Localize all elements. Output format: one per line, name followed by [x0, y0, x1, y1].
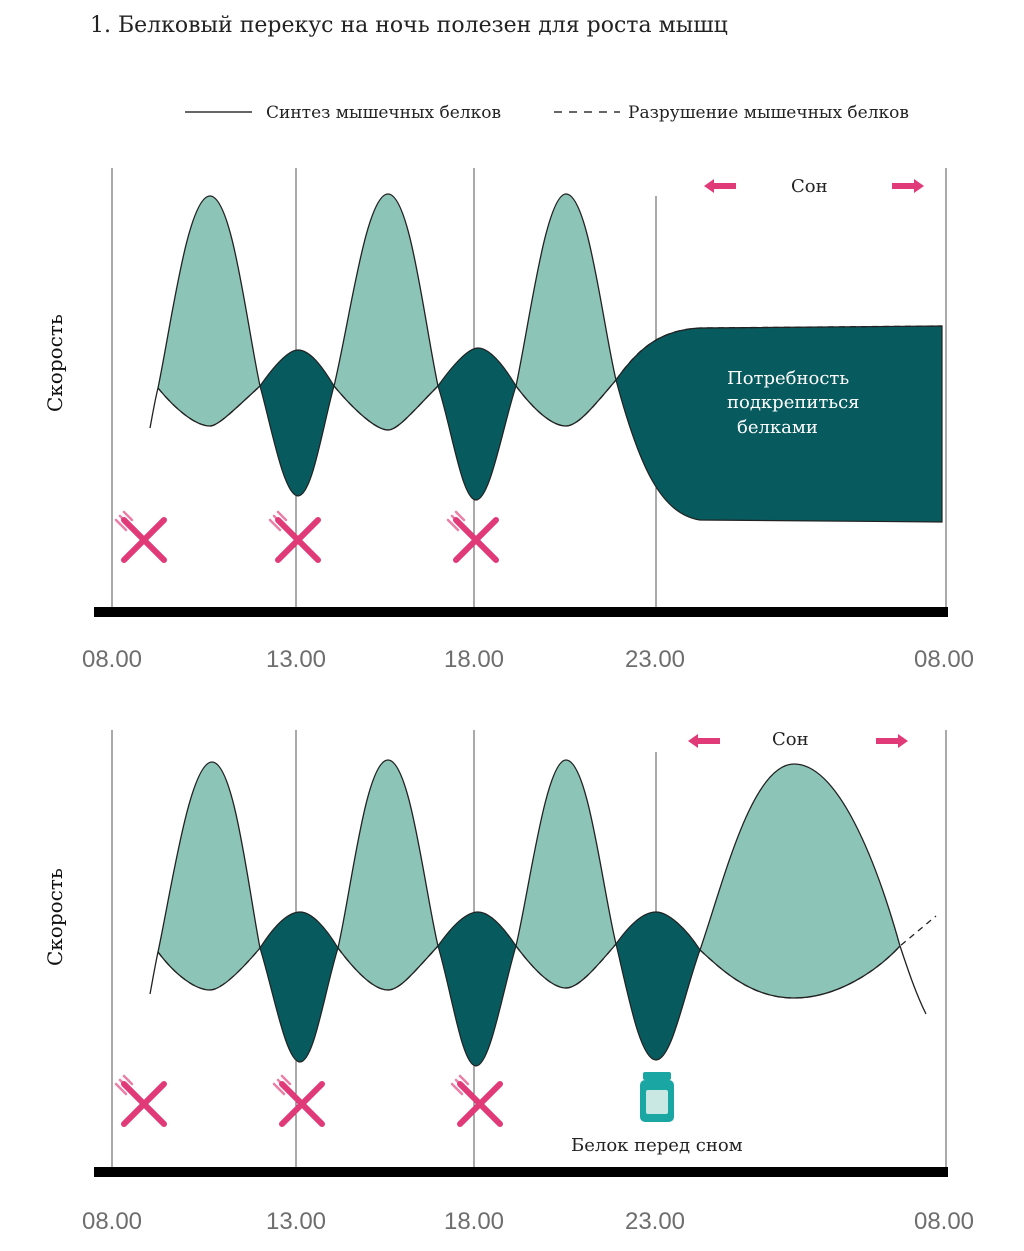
top-tick-2300: 23.00	[625, 646, 685, 673]
top-synthesis-tail	[149, 387, 159, 429]
bottom-panel: Сон	[43, 729, 974, 1235]
bottom-breakdown-dash-2	[337, 945, 439, 991]
top-breakdown-plateau	[615, 325, 943, 523]
bottom-breakdown-dash-3	[515, 943, 617, 989]
top-tick-0800: 08.00	[82, 646, 142, 673]
top-y-axis-label: Скорость	[43, 314, 67, 412]
top-time-axis	[94, 607, 948, 617]
bottom-time-axis	[94, 1167, 948, 1177]
top-sleep-marker: Сон	[704, 176, 924, 197]
bottom-synthesis-lobe-4	[699, 763, 901, 999]
legend-synthesis-label: Синтез мышечных белков	[266, 103, 501, 123]
bottom-tick-0800-end: 08.00	[914, 1208, 974, 1235]
top-tick-0800-end: 08.00	[914, 646, 974, 673]
top-no-meal-icon-1	[114, 510, 167, 563]
bottom-breakdown-lobe-3	[615, 911, 701, 1061]
top-inner-text-2: подкрепиться	[727, 392, 860, 413]
top-breakdown-dash-1	[157, 385, 261, 427]
top-tick-1800: 18.00	[444, 646, 504, 673]
legend-breakdown-label: Разрушение мышечных белков	[628, 103, 909, 123]
top-synthesis-lobe-1	[157, 195, 261, 427]
top-tick-1300: 13.00	[266, 646, 326, 673]
top-panel: Потребность подкрепиться белками Сон	[43, 168, 974, 673]
bottom-synthesis-lobe-3	[515, 759, 617, 989]
bottom-tick-1300: 13.00	[266, 1208, 326, 1235]
bottom-y-axis-label: Скорость	[43, 868, 67, 966]
bottom-no-meal-icon-2	[272, 1074, 325, 1127]
top-synthesis-lobe-3	[515, 193, 617, 427]
page-title: 1. Белковый перекус на ночь полезен для …	[90, 13, 728, 38]
bottom-synthesis-lobe-1	[157, 761, 261, 991]
bottom-breakdown-dash-4	[699, 915, 937, 999]
bottom-breakdown-lobe-1	[259, 911, 339, 1063]
bottom-breakdown-lobe-2	[437, 911, 517, 1067]
bottom-snack-label: Белок перед сном	[571, 1135, 743, 1156]
top-no-meal-icon-2	[268, 510, 321, 563]
top-inner-text-3: белками	[737, 417, 818, 438]
top-inner-text-1: Потребность	[727, 368, 849, 389]
bottom-sleep-arrow-right-icon	[876, 734, 908, 748]
bottom-synthesis-tail-start	[149, 951, 159, 995]
top-breakdown-dash-2	[333, 385, 439, 431]
bottom-sleep-arrow-left-icon	[688, 734, 720, 748]
bottom-sleep-marker: Сон	[688, 729, 908, 750]
bottom-synthesis-tail-end	[899, 945, 927, 1015]
top-sleep-arrow-right-icon	[892, 179, 924, 193]
protein-jar-icon	[640, 1072, 674, 1122]
top-synthesis-lobe-2	[333, 193, 439, 431]
top-plateau-dash	[615, 325, 943, 381]
bottom-tick-2300: 23.00	[625, 1208, 685, 1235]
bottom-synthesis-lobe-2	[337, 759, 439, 991]
bottom-no-meal-icon-3	[450, 1074, 503, 1127]
bottom-tick-0800: 08.00	[82, 1208, 142, 1235]
bottom-breakdown-dash-1	[157, 947, 261, 991]
bottom-sleep-label: Сон	[772, 729, 809, 750]
top-breakdown-dash-3	[515, 379, 617, 427]
top-sleep-label: Сон	[791, 176, 828, 197]
top-breakdown-lobe-1	[259, 349, 335, 497]
bottom-tick-1800: 18.00	[444, 1208, 504, 1235]
top-breakdown-lobe-2	[437, 347, 517, 501]
legend: Синтез мышечных белков Разрушение мышечн…	[185, 103, 909, 123]
bottom-no-meal-icon-1	[114, 1074, 167, 1127]
top-sleep-arrow-left-icon	[704, 179, 736, 193]
top-no-meal-icon-3	[446, 510, 499, 563]
